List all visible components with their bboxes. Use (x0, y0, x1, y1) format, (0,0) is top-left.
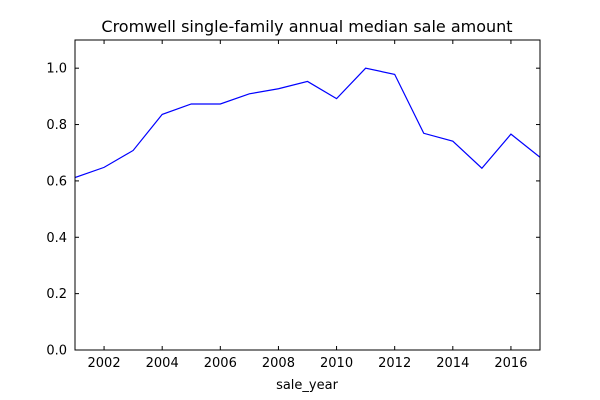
x-tick-label: 2004 (146, 356, 179, 371)
y-tick-label: 0.4 (46, 231, 67, 246)
y-tick-label: 0.6 (46, 174, 67, 189)
axes: 2002 2004 2006 2008 2010 2012 2014 2016 0.0 0.2 0.… (46, 39, 541, 371)
series-line-0 (75, 67, 540, 179)
x-tick-label: 2008 (262, 356, 295, 371)
x-tick-label: 2006 (204, 356, 237, 371)
plot-frame (74, 39, 541, 351)
x-tick-label: 2014 (436, 356, 469, 371)
x-tick-label: 2010 (320, 356, 353, 371)
chart-title: Cromwell single-family annual median sal… (101, 17, 512, 36)
y-tick-label: 1.0 (46, 62, 67, 77)
y-tick-label: 0.2 (46, 287, 67, 302)
x-tick-label: 2012 (378, 356, 411, 371)
x-axis-label: sale_year (276, 378, 339, 393)
y-tick-label: 0.0 (46, 344, 67, 359)
plot-area (75, 67, 540, 179)
y-tick-label: 0.8 (46, 118, 67, 133)
x-tick-label: 2016 (494, 356, 527, 371)
x-tick-label: 2002 (88, 356, 121, 371)
